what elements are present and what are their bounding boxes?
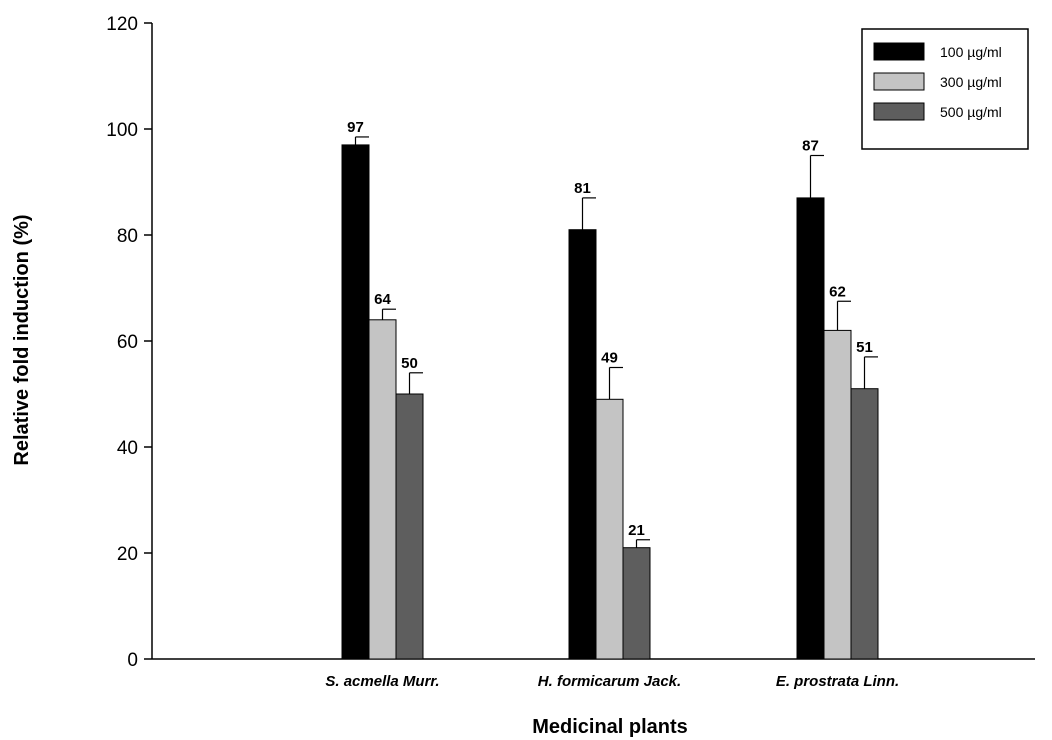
y-tick-label: 60	[117, 332, 138, 353]
y-tick-label: 20	[117, 544, 138, 565]
y-tick-label: 100	[106, 120, 138, 141]
data-labels: 97 64 50 81 49 21 87 62 51	[347, 119, 873, 539]
bar	[796, 197, 825, 660]
data-label: 97	[347, 119, 364, 136]
legend-swatch	[873, 72, 925, 91]
data-label: 51	[856, 339, 873, 356]
bar	[595, 398, 624, 660]
bars	[341, 136, 879, 660]
x-tick-label: S. acmella Murr.	[325, 673, 439, 690]
bar	[622, 547, 651, 660]
data-label: 62	[829, 283, 846, 300]
data-label: 81	[574, 180, 591, 197]
legend-label: 500 µg/ml	[940, 104, 1002, 120]
axes: 0 20 40 60 80 100 120 S. acmella Murr. H. formic…	[106, 14, 1035, 690]
bar	[568, 229, 597, 660]
legend-label: 300 µg/ml	[940, 74, 1002, 90]
y-tick-label: 80	[117, 226, 138, 247]
y-axis-title: Relative fold induction (%)	[11, 214, 33, 465]
data-label: 64	[374, 291, 391, 308]
x-axis-title: Medicinal plants	[532, 716, 688, 738]
data-label: 49	[601, 350, 618, 367]
x-tick-label: E. prostrata Linn.	[776, 673, 899, 690]
bar	[368, 319, 397, 660]
data-label: 87	[802, 138, 819, 155]
legend: 100 µg/ml 300 µg/ml 500 µg/ml	[861, 28, 1029, 150]
y-tick-label: 0	[127, 650, 138, 671]
legend-label: 100 µg/ml	[940, 44, 1002, 60]
legend-swatch	[873, 102, 925, 121]
data-label: 50	[401, 355, 418, 372]
data-label: 21	[628, 522, 645, 539]
bar	[850, 388, 879, 660]
y-tick-label: 120	[106, 14, 138, 35]
bar	[341, 144, 370, 660]
x-tick-label: H. formicarum Jack.	[538, 673, 681, 690]
y-tick-label: 40	[117, 438, 138, 459]
bar	[823, 329, 852, 660]
bar	[395, 393, 424, 660]
legend-swatch	[873, 42, 925, 61]
